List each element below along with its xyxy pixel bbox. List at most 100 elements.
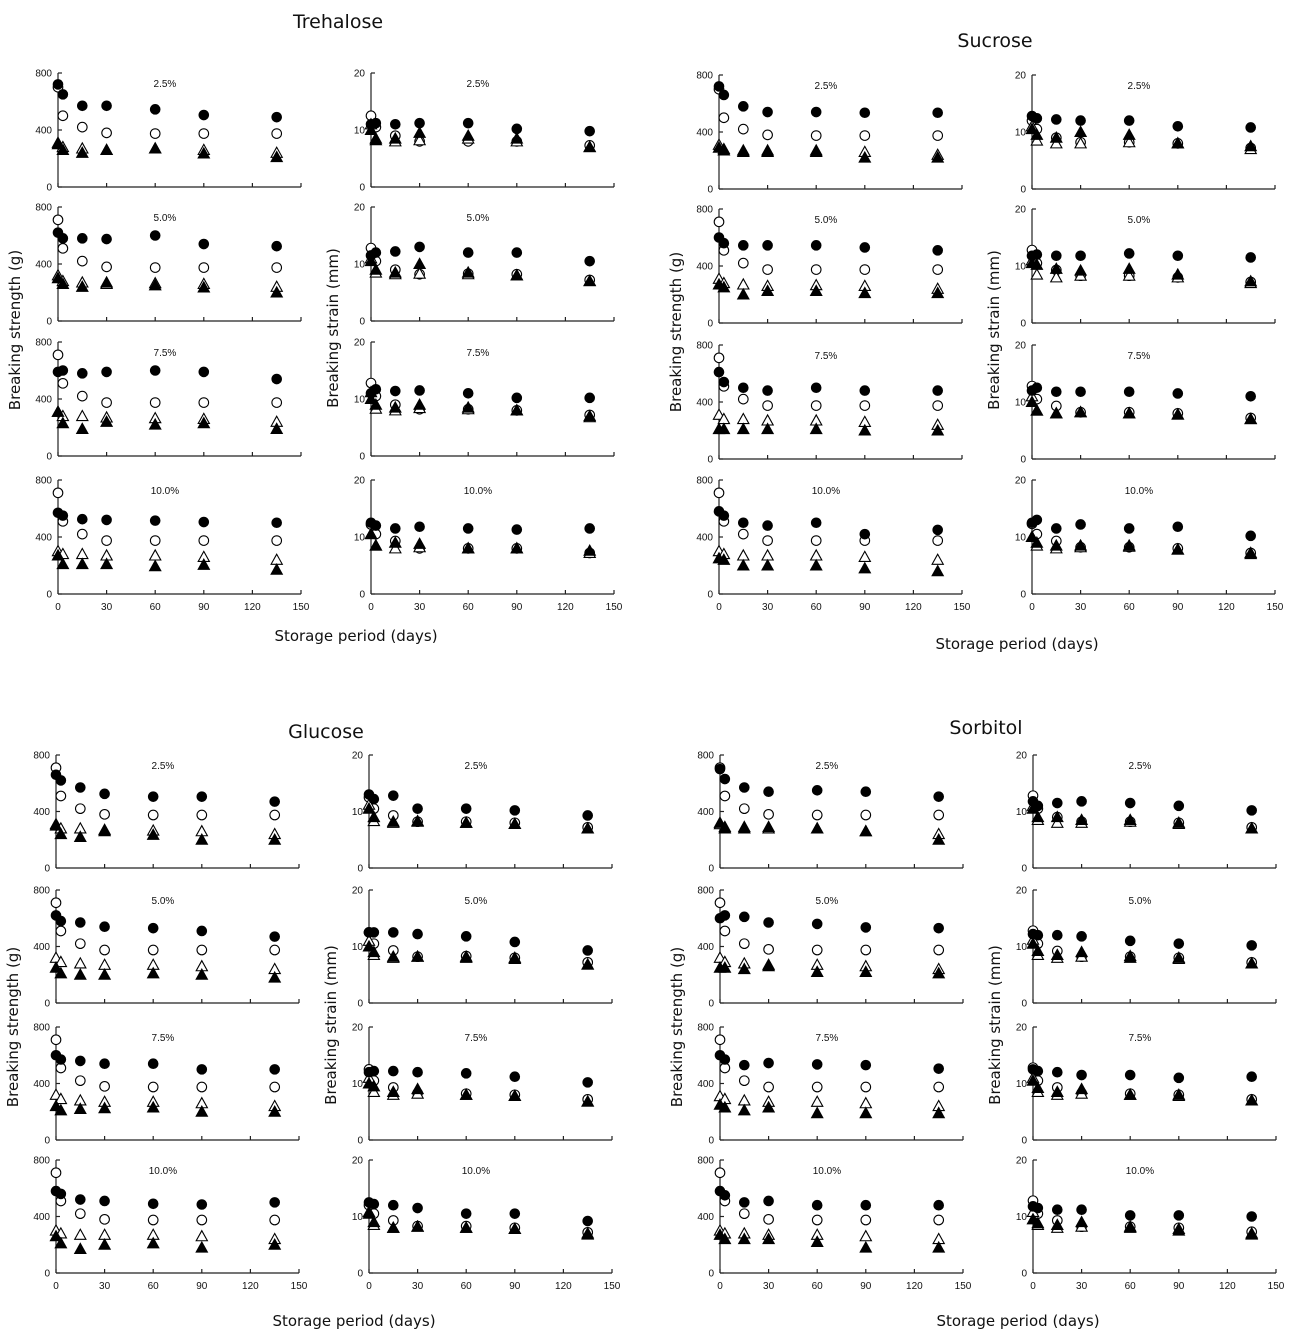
trehalose-strength-panel-2-point-filled-triangle [56, 277, 70, 289]
sorbitol-strain-panel-2: 0 10 20 5.0% [1016, 886, 1277, 1010]
sorbitol-strain-panel-2-point-filled-triangle [1172, 951, 1186, 963]
sorbitol-strain-panel-2-point-filled-triangle [1075, 945, 1089, 958]
glucose-strength-panel-1-point-filled-triangle [54, 827, 68, 840]
trehalose-strain-panel-1-ytick-label: 0 [359, 183, 365, 194]
sorbitol-strength-panel-3: 0 400 800 7.5% [697, 1023, 964, 1147]
trehalose-strain-panel-2-point-filled-triangle [510, 268, 524, 281]
sorbitol-strain-panel-1-point-filled-circle [1076, 796, 1087, 807]
glucose-strain-panel-2-point-filled-circle [412, 928, 423, 940]
sorbitol-strength-xtick-label: 90 [860, 1281, 872, 1292]
trehalose-strength-panel-4-point-filled-circle [198, 516, 210, 528]
sucrose-strain-panel-3-point-filled-triangle [1122, 406, 1136, 419]
sorbitol-strength-xtick-label: 120 [906, 1281, 923, 1292]
glucose-strength-panel-1-point-filled-circle [99, 788, 110, 800]
sorbitol-strain-panel-2-ytick-label: 10 [1016, 942, 1028, 953]
sucrose-strength-panel-3-point-filled-triangle [931, 423, 945, 436]
sucrose-strength-panel-3-conc-label: 7.5% [815, 351, 838, 362]
trehalose-strength-panel-4-point-open-circle [101, 535, 112, 546]
sucrose-strength-panel-2-point-filled-triangle [761, 284, 775, 296]
trehalose-strain-panel-4-point-filled-triangle [364, 527, 378, 540]
glucose-strain-panel-2-ytick-label: 20 [352, 886, 364, 897]
sorbitol-strength-panel-4-point-open-circle [860, 1214, 872, 1226]
trehalose-strain-panel-2-point-filled-triangle [461, 265, 475, 278]
trehalose-strength-panel-2: 0 400 800 5.0% [35, 203, 302, 328]
sorbitol-strength-panel-2-point-filled-triangle [932, 966, 946, 979]
sucrose-strain-xtick-label: 30 [1075, 602, 1087, 613]
sucrose-strength-panel-1-point-open-circle [718, 112, 730, 124]
trehalose-strain-panel-4-ytick-label: 10 [354, 533, 366, 544]
glucose-strength-panel-4-point-open-circle [74, 1208, 86, 1220]
sorbitol-strength-xtick-label: 0 [717, 1281, 723, 1292]
glucose-strength-panel-4-point-filled-circle [196, 1199, 208, 1210]
sorbitol-strength-panel-3-point-filled-triangle [859, 1106, 873, 1119]
trehalose-strength-panel-4-ytick-label: 800 [35, 476, 52, 487]
glucose-strength-panel-1-point-filled-triangle [73, 830, 87, 842]
trehalose-strain-panel-2-point-filled-circle [462, 247, 474, 258]
sorbitol-strength-panel-2: 0 400 800 5.0% [697, 886, 964, 1010]
sorbitol-strength-panel-2-point-filled-circle [763, 917, 774, 928]
sorbitol-strain-panel-2-point-filled-triangle [1245, 956, 1259, 969]
glucose-strength-panel-2-point-filled-triangle [268, 970, 282, 983]
sucrose-strength-panel-3-point-open-circle [859, 400, 871, 411]
sucrose-strength-panel-1-point-filled-circle [762, 106, 773, 118]
trehalose-strength-panel-4-point-open-triangle [270, 553, 284, 565]
sorbitol-strength-panel-2-ytick-label: 800 [697, 886, 714, 897]
sorbitol-strength-panel-4-point-filled-circle [860, 1199, 872, 1211]
glucose-strength-panel-2-point-filled-circle [269, 931, 281, 942]
glucose-strain-panel-3-point-filled-triangle [508, 1089, 522, 1101]
glucose-strain-panel-4-point-filled-triangle [411, 1219, 425, 1232]
sucrose-strength-panel-1: 0 400 800 2.5% [696, 71, 963, 196]
glucose-strain-panel-4: 0 10 20 10.0% [352, 1156, 613, 1280]
sorbitol-strain-panel-1-ytick-label: 0 [1021, 864, 1027, 875]
trehalose-strength-panel-2-point-filled-triangle [148, 278, 162, 291]
sorbitol-strain-panel-4-point-filled-circle [1246, 1211, 1257, 1222]
trehalose-strain-panel-3-point-filled-triangle [413, 397, 427, 410]
trehalose-strain-panel-4-conc-label: 10.0% [464, 486, 492, 497]
sucrose-strength-panel-2: 0 400 800 5.0% [696, 205, 963, 330]
sucrose-strain-panel-2-point-filled-triangle [1171, 267, 1185, 280]
glucose-strain-panel-4-point-filled-triangle [508, 1222, 522, 1234]
trehalose-strength-panel-4-point-filled-triangle [56, 557, 70, 570]
sucrose-strain-xtick-label: 0 [1029, 602, 1035, 613]
trehalose-strain-panel-1-point-filled-triangle [510, 131, 524, 144]
glucose-strength-panel-3-point-filled-circle [196, 1064, 208, 1075]
trehalose-strength-panel-4-point-filled-triangle [148, 559, 162, 572]
sorbitol-strength-panel-3-point-open-circle [811, 1081, 823, 1093]
sorbitol-strength-panel-4-point-filled-circle [763, 1195, 774, 1207]
trehalose-strain-panel-4-point-filled-circle [370, 520, 382, 531]
glucose-strength-panel-2-point-filled-triangle [49, 960, 63, 973]
sucrose-strength-panel-1-point-filled-circle [718, 89, 730, 101]
sucrose-strain-panel-4-conc-label: 10.0% [1125, 486, 1153, 497]
sorbitol-strength-panel-3-point-filled-circle [933, 1063, 945, 1074]
sucrose-strength-panel-1-point-filled-circle [713, 81, 725, 92]
glucose-strain-panel-2-point-filled-triangle [581, 957, 595, 970]
sucrose-strength-panel-4-point-open-circle [932, 535, 944, 546]
sorbitol-strain-panel-3-point-filled-triangle [1123, 1088, 1137, 1100]
trehalose-strength-panel-3-point-filled-triangle [75, 422, 89, 434]
trehalose-strength-panel-1-point-filled-triangle [197, 146, 211, 159]
sucrose-strain-panel-2-point-filled-circle [1031, 249, 1043, 260]
sucrose-strain-panel-1-point-open-triangle [1030, 133, 1044, 146]
glucose-strain-panel-2-point-filled-triangle [508, 952, 522, 964]
glucose-strength-panel-2-point-filled-circle [196, 925, 208, 937]
trehalose-strength-panel-3-point-filled-circle [77, 368, 88, 379]
sucrose-strain-panel-3-point-filled-circle [1075, 386, 1086, 398]
sorbitol-strength-panel-1-point-filled-circle [739, 782, 750, 793]
sorbitol-strain-panel-3-point-filled-circle [1032, 1065, 1044, 1077]
glucose-strength-panel-1-point-open-circle [269, 809, 281, 821]
sorbitol-strength-xtick-label: 60 [812, 1281, 824, 1292]
trehalose-strength-panel-1-point-filled-triangle [270, 150, 284, 163]
glucose-strain-panel-1-point-filled-circle [388, 790, 399, 801]
trehalose-strength-panel-3-ytick-label: 400 [35, 395, 52, 406]
glucose-strain-panel-1-point-filled-triangle [367, 810, 381, 823]
glucose-strength-panel-2-point-open-circle [55, 925, 67, 937]
sucrose-strength-panel-2-point-filled-triangle [736, 287, 750, 300]
sucrose-strain-panel-1: 0 10 20 2.5% [1015, 71, 1276, 196]
glucose-strain-panel-4-ytick-label: 0 [357, 1269, 363, 1280]
glucose-strength-panel-2-point-filled-circle [99, 921, 110, 933]
sucrose-strength-panel-4-point-open-triangle [736, 548, 750, 561]
glucose-strain-panel-4-point-filled-circle [388, 1199, 399, 1211]
glucose-strength-panel-2-point-open-triangle [98, 958, 112, 970]
sucrose-strength-panel-3-point-filled-circle [738, 382, 749, 394]
glucose-strain-panel-1-ytick-label: 20 [352, 751, 364, 762]
